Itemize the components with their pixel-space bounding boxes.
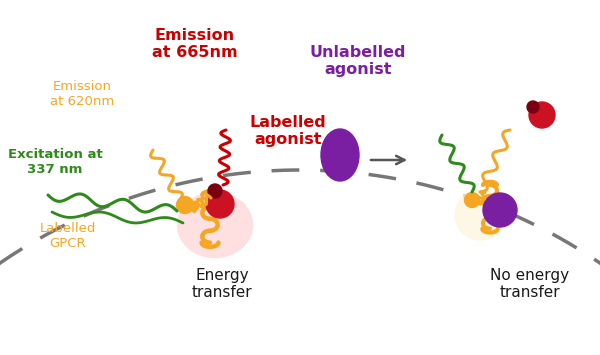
Ellipse shape (321, 129, 359, 181)
Circle shape (206, 190, 234, 218)
Circle shape (208, 184, 222, 198)
Circle shape (176, 197, 193, 213)
Text: Unlabelled
agonist: Unlabelled agonist (310, 45, 406, 77)
Text: Excitation at
337 nm: Excitation at 337 nm (8, 148, 103, 176)
Ellipse shape (178, 192, 253, 257)
Circle shape (464, 192, 479, 208)
Circle shape (527, 101, 539, 113)
Text: Energy
transfer: Energy transfer (191, 268, 253, 300)
Text: Emission
at 620nm: Emission at 620nm (50, 80, 114, 108)
Text: Labelled
GPCR: Labelled GPCR (40, 222, 96, 250)
Circle shape (483, 193, 517, 227)
Circle shape (529, 102, 555, 128)
Ellipse shape (455, 190, 505, 240)
Text: No energy
transfer: No energy transfer (490, 268, 569, 300)
Text: Labelled
agonist: Labelled agonist (250, 115, 326, 147)
Text: Emission
at 665nm: Emission at 665nm (152, 28, 238, 60)
